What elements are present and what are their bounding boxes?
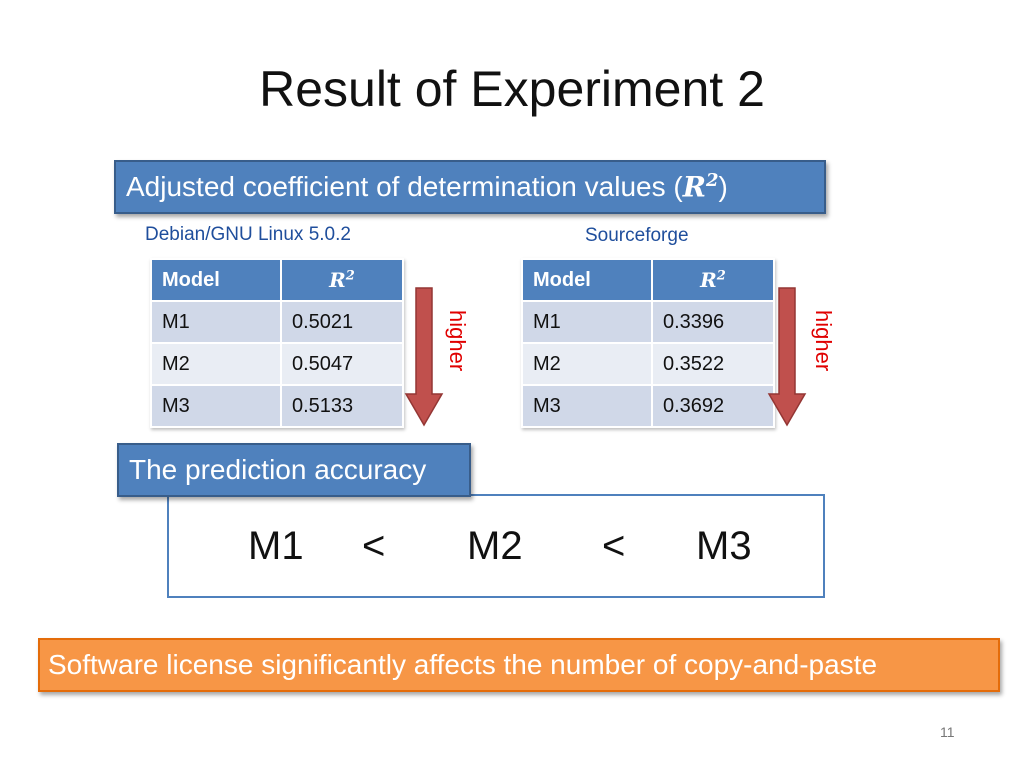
conclusion-banner: Software license significantly affects t…	[38, 638, 1000, 692]
slide-title: Result of Experiment 2	[259, 61, 765, 117]
model-cell: M2	[150, 342, 282, 386]
down-arrow-icon	[404, 287, 444, 427]
r2-banner: Adjusted coefficient of determination va…	[114, 160, 826, 214]
value-cell: 0.5133	[280, 384, 404, 428]
ranking-less-than-1: <	[362, 524, 386, 568]
value-cell: 0.3522	[651, 342, 775, 386]
value-cell: 0.3396	[651, 300, 775, 344]
higher-label: higher	[445, 310, 470, 372]
ranking-m1: M1	[248, 524, 304, 568]
sourceforge-table: Model R2 M1 0.3396 M2 0.3522 M3 0.3692	[521, 258, 775, 428]
sourceforge-label: Sourceforge	[585, 225, 689, 246]
ranking-box	[167, 494, 825, 598]
accuracy-banner: The prediction accuracy	[117, 443, 471, 497]
ranking-m3: M3	[696, 524, 752, 568]
table-header: Model R2	[150, 258, 404, 302]
model-cell: M1	[521, 300, 653, 344]
table-row: M1 0.5021	[150, 300, 404, 344]
ranking-m2: M2	[467, 524, 523, 568]
r2-header: R2	[651, 258, 775, 302]
table-row: M2 0.3522	[521, 342, 775, 386]
r2-banner-text: Adjusted coefficient of determination va…	[126, 171, 683, 202]
r2-banner-close: )	[718, 171, 728, 202]
value-cell: 0.3692	[651, 384, 775, 428]
debian-label: Debian/GNU Linux 5.0.2	[145, 224, 351, 245]
value-cell: 0.5021	[280, 300, 404, 344]
ranking-less-than-2: <	[602, 524, 626, 568]
model-cell: M3	[150, 384, 282, 428]
page-number: 11	[940, 724, 955, 740]
table-row: M3 0.3692	[521, 384, 775, 428]
table-row: M2 0.5047	[150, 342, 404, 386]
debian-table: Model R2 M1 0.5021 M2 0.5047 M3 0.5133	[150, 258, 404, 428]
r2-header: R2	[280, 258, 404, 302]
table-row: M3 0.5133	[150, 384, 404, 428]
model-cell: M2	[521, 342, 653, 386]
table-row: M1 0.3396	[521, 300, 775, 344]
higher-label: higher	[811, 310, 836, 372]
down-arrow-icon	[767, 287, 807, 427]
model-cell: M3	[521, 384, 653, 428]
r2-banner-symbol: R2	[682, 170, 719, 204]
model-header: Model	[521, 258, 653, 302]
model-cell: M1	[150, 300, 282, 344]
value-cell: 0.5047	[280, 342, 404, 386]
table-header: Model R2	[521, 258, 775, 302]
model-header: Model	[150, 258, 282, 302]
